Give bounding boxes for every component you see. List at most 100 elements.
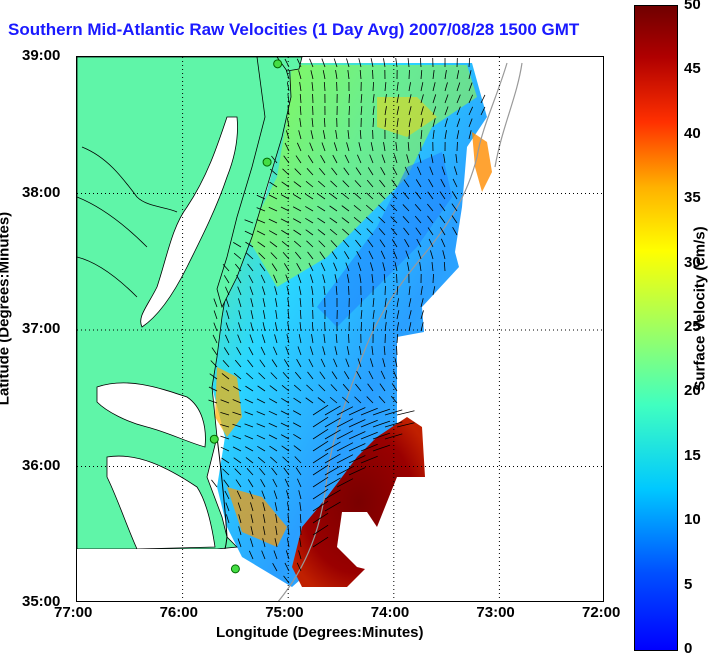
velocity-arrow	[312, 500, 329, 512]
velocity-arrow	[293, 384, 302, 392]
velocity-arrow	[368, 250, 374, 260]
velocity-arrow	[348, 455, 366, 464]
velocity-arrow	[360, 297, 363, 308]
velocity-arrow	[358, 142, 362, 152]
shelf-break-contour	[277, 62, 508, 601]
velocity-arrow	[296, 262, 302, 272]
velocity-arrow	[444, 94, 449, 104]
velocity-arrow	[391, 179, 398, 188]
velocity-arrow	[348, 419, 366, 428]
velocity-arrow	[394, 358, 398, 368]
velocity-arrow	[317, 193, 326, 200]
velocity-arrow	[244, 423, 254, 428]
velocity-arrow	[323, 117, 326, 128]
velocity-arrow	[372, 444, 391, 452]
velocity-arrow	[324, 501, 341, 512]
velocity-arrow	[456, 118, 461, 128]
velocity-arrow	[317, 180, 326, 188]
velocity-arrow	[281, 241, 290, 248]
velocity-arrow	[331, 371, 338, 380]
radar-station-marker[interactable]	[262, 157, 272, 167]
velocity-arrow	[353, 192, 362, 200]
velocity-arrow	[367, 383, 374, 392]
colorbar-tick-label: 0	[684, 640, 693, 657]
velocity-arrow	[354, 180, 362, 188]
velocity-arrow	[343, 371, 350, 380]
velocity-arrow	[275, 514, 278, 524]
velocity-arrow	[247, 263, 254, 272]
velocity-arrow	[312, 404, 329, 416]
velocity-arrow	[281, 385, 290, 392]
velocity-arrow	[348, 333, 350, 344]
velocity-arrow	[468, 106, 474, 116]
velocity-arrow	[260, 346, 266, 356]
velocity-arrow	[232, 446, 242, 452]
velocity-arrow	[270, 372, 278, 380]
velocity-arrow	[354, 396, 362, 404]
velocity-arrow	[270, 168, 278, 176]
velocity-arrow	[208, 386, 218, 392]
velocity-arrow	[366, 192, 374, 200]
velocity-arrow	[305, 397, 314, 404]
velocity-arrow	[366, 179, 374, 188]
velocity-arrow	[297, 346, 302, 356]
velocity-arrow	[468, 57, 471, 68]
velocity-arrow	[348, 431, 366, 440]
velocity-arrow	[334, 274, 338, 284]
velocity-arrow	[444, 82, 448, 92]
velocity-arrow	[317, 205, 326, 212]
velocity-arrow	[329, 193, 338, 200]
velocity-arrow	[256, 423, 266, 428]
velocity-arrow	[323, 81, 326, 92]
radar-station-marker[interactable]	[209, 434, 219, 444]
velocity-arrow	[378, 228, 386, 236]
velocity-arrow	[311, 297, 314, 308]
velocity-arrow	[273, 274, 278, 284]
velocity-arrow	[245, 241, 254, 248]
velocity-arrow	[220, 386, 230, 392]
velocity-arrow	[233, 386, 242, 392]
velocity-arrow	[356, 154, 362, 164]
velocity-arrow	[360, 455, 378, 464]
velocity-arrow	[382, 358, 386, 368]
velocity-arrow	[420, 82, 424, 92]
velocity-arrow	[312, 440, 329, 452]
velocity-arrow	[344, 154, 350, 164]
velocity-arrow	[336, 478, 354, 488]
velocity-arrow	[372, 117, 375, 128]
velocity-arrow	[360, 106, 363, 116]
velocity-arrow	[262, 514, 266, 524]
velocity-arrow	[273, 550, 278, 560]
x-tick-label: 73:00	[476, 604, 515, 621]
velocity-arrow	[372, 432, 391, 440]
colorbar-gradient	[635, 6, 677, 650]
velocity-map[interactable]	[76, 56, 604, 602]
velocity-arrow	[451, 191, 458, 200]
velocity-arrow	[249, 538, 254, 548]
velocity-arrow	[259, 359, 266, 368]
velocity-arrow	[420, 70, 423, 80]
velocity-arrow	[366, 396, 374, 404]
velocity-arrow	[317, 397, 326, 404]
velocity-arrow	[225, 322, 230, 332]
colorbar-tick-label: 10	[684, 511, 701, 529]
velocity-arrow	[238, 526, 242, 536]
velocity-arrow	[360, 407, 378, 416]
velocity-arrow	[292, 206, 302, 212]
velocity-arrow	[378, 396, 386, 404]
velocity-arrow	[248, 346, 254, 356]
radar-station-marker[interactable]	[230, 564, 240, 574]
velocity-arrow	[336, 454, 354, 464]
velocity-arrow	[335, 70, 338, 80]
velocity-arrow	[318, 384, 326, 392]
velocity-arrow	[294, 371, 302, 380]
velocity-arrow	[343, 167, 350, 176]
radar-station-marker[interactable]	[273, 59, 283, 69]
velocity-arrow	[274, 502, 278, 512]
velocity-arrow	[396, 82, 399, 92]
velocity-arrow	[297, 478, 302, 488]
velocity-arrow	[419, 57, 422, 68]
velocity-arrow	[360, 94, 363, 104]
velocity-arrow	[355, 383, 362, 392]
velocity-arrow	[294, 251, 302, 260]
